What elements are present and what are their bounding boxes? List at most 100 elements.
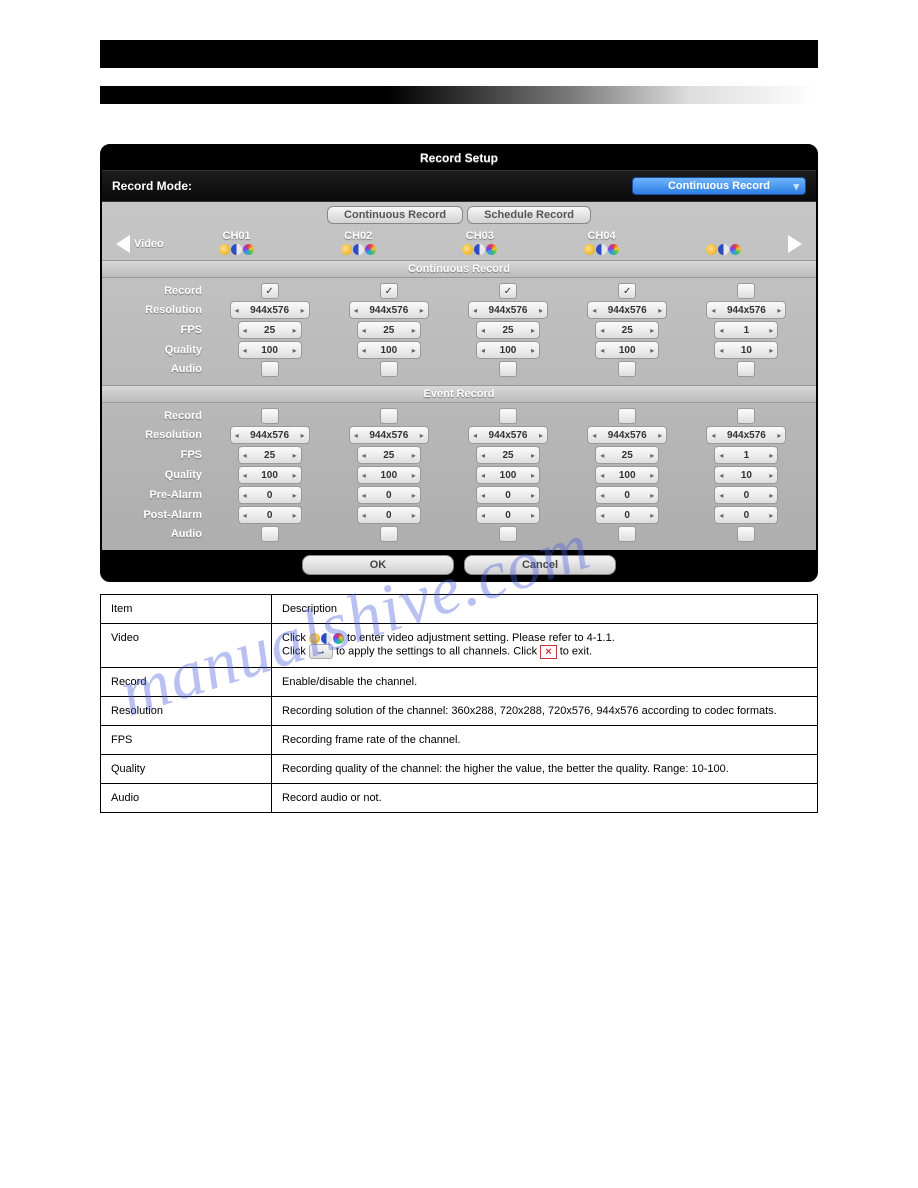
checkbox[interactable] <box>737 361 755 377</box>
spinner[interactable]: ◂25▸ <box>476 446 540 464</box>
spinner[interactable]: ◂944x576▸ <box>468 426 548 444</box>
ok-button[interactable]: OK <box>302 555 454 575</box>
spinner[interactable]: ◂944x576▸ <box>468 301 548 319</box>
spin-up-icon[interactable]: ▸ <box>646 488 658 502</box>
spinner[interactable]: ◂0▸ <box>595 486 659 504</box>
checkbox[interactable] <box>499 361 517 377</box>
spinner[interactable]: ◂100▸ <box>238 341 302 359</box>
spin-up-icon[interactable]: ▸ <box>408 343 420 357</box>
checkbox[interactable] <box>261 408 279 424</box>
nav-left-icon[interactable] <box>116 235 130 253</box>
spin-up-icon[interactable]: ▸ <box>765 343 777 357</box>
spin-down-icon[interactable]: ◂ <box>239 468 251 482</box>
spinner[interactable]: ◂100▸ <box>476 466 540 484</box>
spin-down-icon[interactable]: ◂ <box>350 428 362 442</box>
spinner[interactable]: ◂25▸ <box>357 446 421 464</box>
spin-down-icon[interactable]: ◂ <box>358 508 370 522</box>
spin-down-icon[interactable]: ◂ <box>477 448 489 462</box>
spinner[interactable]: ◂944x576▸ <box>349 301 429 319</box>
spin-down-icon[interactable]: ◂ <box>358 448 370 462</box>
spin-up-icon[interactable]: ▸ <box>765 508 777 522</box>
spin-down-icon[interactable]: ◂ <box>707 428 719 442</box>
spinner[interactable]: ◂25▸ <box>595 446 659 464</box>
spin-down-icon[interactable]: ◂ <box>477 343 489 357</box>
spin-up-icon[interactable]: ▸ <box>646 323 658 337</box>
video-adjust-icon[interactable] <box>341 244 376 255</box>
checkbox[interactable] <box>618 361 636 377</box>
video-adjust-icon[interactable] <box>706 244 741 255</box>
checkbox[interactable] <box>737 408 755 424</box>
spinner[interactable]: ◂100▸ <box>238 466 302 484</box>
spinner[interactable]: ◂944x576▸ <box>230 301 310 319</box>
spin-down-icon[interactable]: ◂ <box>239 448 251 462</box>
spin-up-icon[interactable]: ▸ <box>773 303 785 317</box>
spin-up-icon[interactable]: ▸ <box>289 448 301 462</box>
spin-down-icon[interactable]: ◂ <box>239 343 251 357</box>
spin-up-icon[interactable]: ▸ <box>646 343 658 357</box>
spinner[interactable]: ◂944x576▸ <box>587 301 667 319</box>
nav-right-icon[interactable] <box>788 235 802 253</box>
spin-up-icon[interactable]: ▸ <box>765 448 777 462</box>
spinner[interactable]: ◂0▸ <box>238 506 302 524</box>
spin-down-icon[interactable]: ◂ <box>715 488 727 502</box>
video-adjust-icon[interactable] <box>219 244 254 255</box>
spin-up-icon[interactable]: ▸ <box>527 448 539 462</box>
spin-down-icon[interactable]: ◂ <box>596 448 608 462</box>
spinner[interactable]: ◂100▸ <box>595 341 659 359</box>
spinner[interactable]: ◂25▸ <box>595 321 659 339</box>
spinner[interactable]: ◂0▸ <box>357 506 421 524</box>
tab-schedule[interactable]: Schedule Record <box>467 206 591 224</box>
spinner[interactable]: ◂100▸ <box>357 341 421 359</box>
spin-up-icon[interactable]: ▸ <box>297 428 309 442</box>
spinner[interactable]: ◂0▸ <box>238 486 302 504</box>
checkbox[interactable] <box>261 361 279 377</box>
checkbox[interactable] <box>737 283 755 299</box>
spin-down-icon[interactable]: ◂ <box>358 468 370 482</box>
spin-up-icon[interactable]: ▸ <box>408 508 420 522</box>
spinner[interactable]: ◂944x576▸ <box>706 426 786 444</box>
checkbox[interactable] <box>618 526 636 542</box>
spinner[interactable]: ◂0▸ <box>714 506 778 524</box>
spin-up-icon[interactable]: ▸ <box>416 428 428 442</box>
spin-up-icon[interactable]: ▸ <box>408 468 420 482</box>
spinner[interactable]: ◂0▸ <box>595 506 659 524</box>
spin-down-icon[interactable]: ◂ <box>715 508 727 522</box>
spin-up-icon[interactable]: ▸ <box>535 428 547 442</box>
video-adjust-icon[interactable] <box>584 244 619 255</box>
spin-up-icon[interactable]: ▸ <box>765 468 777 482</box>
spin-up-icon[interactable]: ▸ <box>297 303 309 317</box>
spin-up-icon[interactable]: ▸ <box>416 303 428 317</box>
spin-up-icon[interactable]: ▸ <box>654 303 666 317</box>
record-mode-select[interactable]: Continuous Record <box>632 177 806 195</box>
spin-down-icon[interactable]: ◂ <box>239 323 251 337</box>
checkbox[interactable] <box>499 408 517 424</box>
spin-up-icon[interactable]: ▸ <box>289 508 301 522</box>
spin-up-icon[interactable]: ▸ <box>654 428 666 442</box>
spinner[interactable]: ◂1▸ <box>714 321 778 339</box>
spinner[interactable]: ◂25▸ <box>476 321 540 339</box>
spinner[interactable]: ◂0▸ <box>357 486 421 504</box>
checkbox[interactable] <box>380 408 398 424</box>
spinner[interactable]: ◂944x576▸ <box>706 301 786 319</box>
spin-down-icon[interactable]: ◂ <box>358 323 370 337</box>
spinner[interactable]: ◂1▸ <box>714 446 778 464</box>
spinner[interactable]: ◂0▸ <box>476 486 540 504</box>
spin-up-icon[interactable]: ▸ <box>289 323 301 337</box>
spinner[interactable]: ◂25▸ <box>238 446 302 464</box>
spin-up-icon[interactable]: ▸ <box>408 323 420 337</box>
spin-up-icon[interactable]: ▸ <box>527 323 539 337</box>
spin-down-icon[interactable]: ◂ <box>715 323 727 337</box>
video-adjust-icon[interactable] <box>462 244 497 255</box>
checkbox[interactable]: ✓ <box>618 283 636 299</box>
checkbox[interactable] <box>737 526 755 542</box>
spin-up-icon[interactable]: ▸ <box>289 468 301 482</box>
checkbox[interactable]: ✓ <box>499 283 517 299</box>
spin-up-icon[interactable]: ▸ <box>646 508 658 522</box>
checkbox[interactable] <box>618 408 636 424</box>
spin-down-icon[interactable]: ◂ <box>239 508 251 522</box>
spin-down-icon[interactable]: ◂ <box>588 303 600 317</box>
spin-down-icon[interactable]: ◂ <box>477 488 489 502</box>
spin-down-icon[interactable]: ◂ <box>596 508 608 522</box>
spin-up-icon[interactable]: ▸ <box>527 488 539 502</box>
spin-down-icon[interactable]: ◂ <box>596 488 608 502</box>
